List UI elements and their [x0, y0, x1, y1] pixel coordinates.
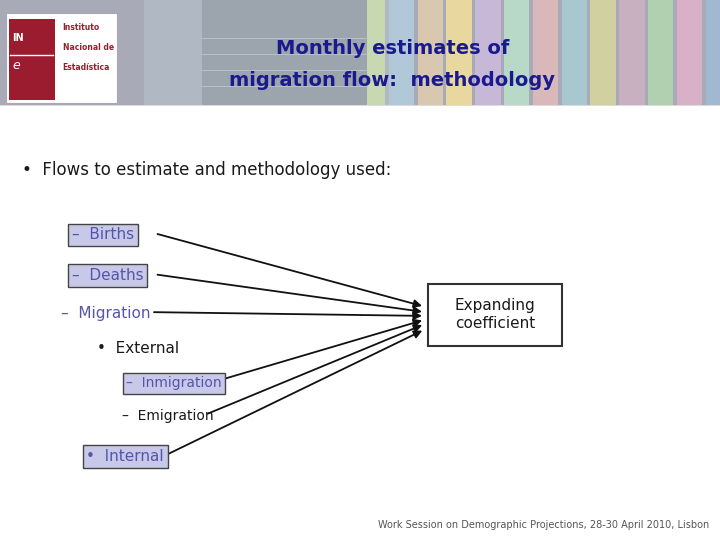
Text: e: e — [12, 59, 20, 72]
Text: Expanding
coefficient: Expanding coefficient — [454, 298, 536, 330]
Bar — [418, 0, 443, 105]
Text: migration flow:  methodology: migration flow: methodology — [230, 71, 555, 91]
Text: –  Inmigration: – Inmigration — [126, 376, 222, 390]
Bar — [6, 14, 117, 103]
Bar — [533, 0, 558, 105]
Bar — [428, 284, 562, 346]
Bar — [619, 0, 644, 105]
Bar — [0, 0, 720, 105]
Bar — [389, 0, 414, 105]
Bar — [677, 0, 702, 105]
Text: Estadística: Estadística — [63, 64, 110, 72]
Text: Nacional de: Nacional de — [63, 43, 114, 52]
Text: IN: IN — [12, 33, 24, 44]
Text: –  Births: – Births — [72, 227, 134, 242]
Bar — [360, 0, 385, 105]
Bar — [648, 0, 673, 105]
Text: –  Deaths: – Deaths — [72, 268, 143, 283]
Text: Instituto: Instituto — [63, 23, 100, 32]
Text: –  Migration: – Migration — [61, 306, 150, 321]
Bar — [504, 0, 529, 105]
Text: •  Internal: • Internal — [86, 449, 164, 464]
Bar — [562, 0, 587, 105]
Bar — [706, 0, 720, 105]
Text: Monthly estimates of: Monthly estimates of — [276, 39, 509, 58]
Bar — [9, 19, 55, 100]
Bar — [202, 0, 367, 105]
Text: –  Emigration: – Emigration — [122, 409, 214, 423]
Bar — [475, 0, 500, 105]
Bar — [446, 0, 472, 105]
Text: •  External: • External — [97, 341, 179, 356]
Bar — [144, 0, 396, 105]
Text: •  Flows to estimate and methodology used:: • Flows to estimate and methodology used… — [22, 161, 391, 179]
Text: Work Session on Demographic Projections, 28-30 April 2010, Lisbon: Work Session on Demographic Projections,… — [378, 520, 709, 530]
Bar — [590, 0, 616, 105]
